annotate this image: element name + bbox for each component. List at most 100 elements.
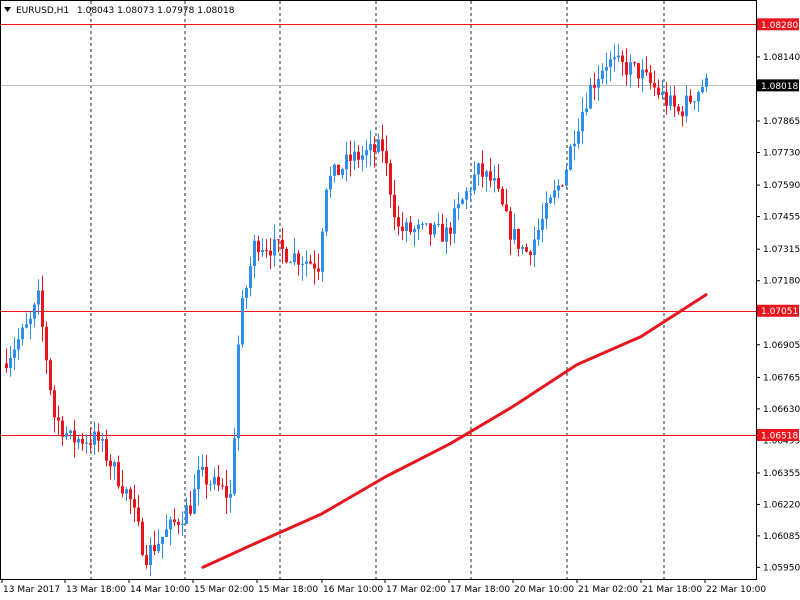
candle: [341, 167, 344, 179]
candle: [217, 464, 220, 491]
candle: [81, 432, 84, 451]
candle: [181, 511, 184, 537]
candle: [185, 497, 188, 525]
candle: [93, 421, 96, 456]
x-tick-label: 21 Mar 02:00: [578, 585, 638, 595]
candle: [113, 460, 116, 480]
candle: [433, 221, 436, 239]
candle: [453, 199, 456, 244]
candle: [69, 429, 72, 440]
candle: [301, 256, 304, 281]
time-axis[interactable]: 13 Mar 2017 13 Mar 18:00 14 Mar 10:00 15 Ma…: [1, 579, 766, 595]
candle: [553, 179, 556, 205]
candle: [545, 191, 548, 229]
candle: [137, 495, 140, 527]
candle: [629, 54, 632, 88]
candle: [289, 260, 292, 264]
candle: [49, 357, 52, 396]
candle: [669, 86, 672, 111]
price-tag: 1.06518: [757, 428, 799, 441]
candle: [245, 285, 248, 309]
candle: [425, 223, 428, 226]
candle: [705, 73, 708, 92]
y-tick-label: 1.07590: [763, 181, 800, 191]
y-tick-label: 1.07865: [763, 117, 800, 127]
candle: [101, 432, 104, 453]
candle: [261, 238, 264, 257]
candle: [249, 256, 252, 297]
candle: [313, 250, 316, 285]
candle: [413, 225, 416, 247]
candle: [233, 427, 236, 497]
candle: [353, 140, 356, 171]
price-tags: 1.08280 1.07051 1.06518 1.08018: [757, 18, 799, 441]
candle: [213, 467, 216, 490]
candle: [565, 164, 568, 189]
candle: [205, 454, 208, 499]
candle: [237, 335, 240, 451]
candlesticks[interactable]: [5, 44, 708, 577]
chart-header: EURUSD,H1 1.08043 1.08073 1.07978 1.0801…: [4, 6, 235, 16]
svg-text:1.08280: 1.08280: [761, 21, 798, 31]
symbol-label: EURUSD,H1: [16, 6, 69, 16]
candle: [241, 290, 244, 348]
candle: [381, 124, 384, 163]
candle: [193, 474, 196, 515]
candle: [277, 238, 280, 253]
y-tick-label: 1.07315: [763, 245, 800, 255]
candle: [681, 105, 684, 127]
x-tick-label: 21 Mar 18:00: [642, 585, 702, 595]
candle: [441, 213, 444, 242]
candle: [513, 213, 516, 245]
candle: [349, 140, 352, 177]
candle: [525, 243, 528, 253]
candle: [145, 544, 148, 569]
candle: [161, 536, 164, 559]
candle: [13, 337, 16, 371]
candle: [369, 130, 372, 167]
candle: [685, 85, 688, 123]
triangle-down-icon[interactable]: [4, 7, 11, 12]
candle: [157, 529, 160, 554]
candle: [281, 228, 284, 264]
candle: [77, 436, 80, 450]
candle: [393, 179, 396, 231]
candle: [533, 226, 536, 267]
x-tick-label: 14 Mar 10:00: [130, 585, 190, 595]
candle: [625, 48, 628, 86]
y-tick-label: 1.06905: [763, 341, 800, 351]
price-axis[interactable]: 1.08140 1.07865 1.07730 1.07590 1.07455 1.073…: [756, 53, 800, 573]
candle: [73, 419, 76, 458]
x-tick-label: 16 Mar 10:00: [323, 585, 383, 595]
candle: [493, 165, 496, 193]
candle: [501, 186, 504, 207]
candle: [577, 118, 580, 149]
x-tick-label: 22 Mar 10:00: [706, 585, 766, 595]
y-tick-label: 1.05950: [763, 563, 800, 573]
candle: [593, 72, 596, 100]
candle: [701, 79, 704, 94]
candle: [653, 70, 656, 96]
x-tick-label: 20 Mar 10:00: [514, 585, 574, 595]
svg-text:1.06518: 1.06518: [761, 431, 798, 441]
candle: [317, 253, 320, 280]
candle: [221, 478, 224, 490]
candle: [661, 79, 664, 100]
candle: [17, 328, 20, 360]
candle: [557, 179, 560, 199]
candle: [197, 455, 200, 506]
candle: [633, 61, 636, 67]
candle: [269, 238, 272, 269]
candle: [477, 162, 480, 186]
y-tick-label: 1.06220: [763, 500, 800, 510]
plot-frame: [0, 0, 757, 580]
candle: [177, 518, 180, 534]
candle: [89, 427, 92, 453]
candle: [529, 250, 532, 266]
y-tick-label: 1.06765: [763, 373, 800, 383]
candle: [333, 163, 336, 183]
candle: [321, 228, 324, 282]
candle: [149, 537, 152, 577]
candle: [537, 218, 540, 246]
